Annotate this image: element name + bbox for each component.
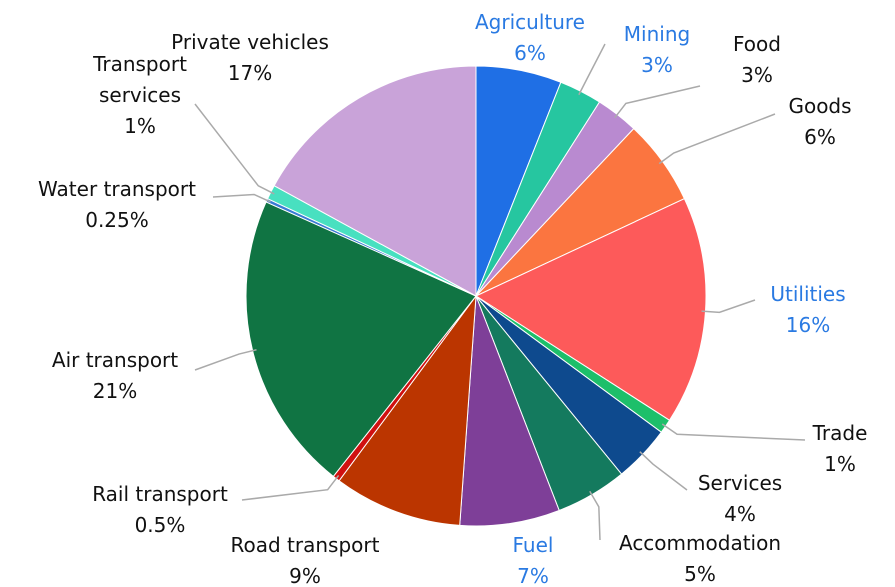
value-label: 7%	[517, 564, 549, 587]
category-label: Transport services	[93, 52, 187, 107]
category-label: Fuel	[512, 533, 554, 557]
slice-label: Water transport 0.25%	[38, 174, 196, 236]
value-label: 3%	[641, 53, 673, 77]
leader-line	[701, 299, 756, 314]
pie-slice	[273, 65, 477, 297]
value-label: 6%	[514, 41, 546, 65]
category-label: Accommodation	[618, 531, 782, 555]
slice-label: Food 3%	[733, 29, 781, 91]
leader-line	[639, 451, 688, 491]
slice-label: Road transport 9%	[231, 530, 380, 587]
value-label: 1%	[124, 114, 156, 138]
value-label: 6%	[804, 125, 836, 149]
category-label: Air transport	[51, 348, 179, 372]
value-label: 16%	[785, 313, 831, 337]
value-label: 21%	[92, 379, 138, 403]
category-label: Trade	[812, 421, 868, 445]
slice-label: Agriculture 6%	[475, 7, 585, 69]
leader-line	[589, 490, 601, 541]
slice-label: Services 4%	[698, 468, 782, 530]
value-label: 5%	[684, 562, 716, 586]
value-label: 3%	[741, 63, 773, 87]
pie-slice	[338, 294, 477, 526]
category-label: Goods	[788, 94, 852, 118]
category-label: Agriculture	[475, 10, 585, 34]
slice-label: Rail transport 0.5%	[92, 479, 228, 541]
category-label: Utilities	[770, 282, 846, 306]
category-label: Rail transport	[92, 482, 228, 506]
slice-label: Utilities 16%	[770, 279, 845, 341]
leader-line	[212, 193, 271, 203]
category-label: Private vehicles	[171, 30, 329, 54]
slice-label: Transport services 1%	[80, 49, 200, 142]
slice-label: Mining 3%	[624, 19, 690, 81]
category-label: Mining	[623, 22, 691, 46]
slice-label: Fuel 7%	[513, 530, 554, 587]
value-label: 9%	[289, 564, 321, 587]
leader-line	[194, 103, 275, 195]
leader-line	[241, 474, 340, 501]
category-label: Food	[733, 32, 781, 56]
leader-line	[658, 113, 776, 165]
category-label: Road transport	[230, 533, 380, 557]
pie-slice	[459, 295, 560, 527]
value-label: 4%	[724, 502, 756, 526]
slice-label: Accommodation 5%	[619, 528, 781, 587]
value-label: 0.25%	[85, 208, 149, 232]
slice-label: Air transport 21%	[52, 345, 178, 407]
leader-line	[194, 349, 257, 371]
slice-label: Trade 1%	[813, 418, 868, 480]
leader-line	[578, 43, 606, 96]
slice-label: Private vehicles 17%	[171, 27, 329, 89]
leader-line	[614, 85, 701, 119]
value-label: 1%	[824, 452, 856, 476]
category-label: Water transport	[38, 177, 196, 201]
slice-label: Goods 6%	[788, 91, 851, 153]
leader-line	[661, 423, 806, 441]
value-label: 0.5%	[134, 513, 186, 537]
value-label: 17%	[227, 61, 273, 85]
category-label: Services	[697, 471, 783, 495]
